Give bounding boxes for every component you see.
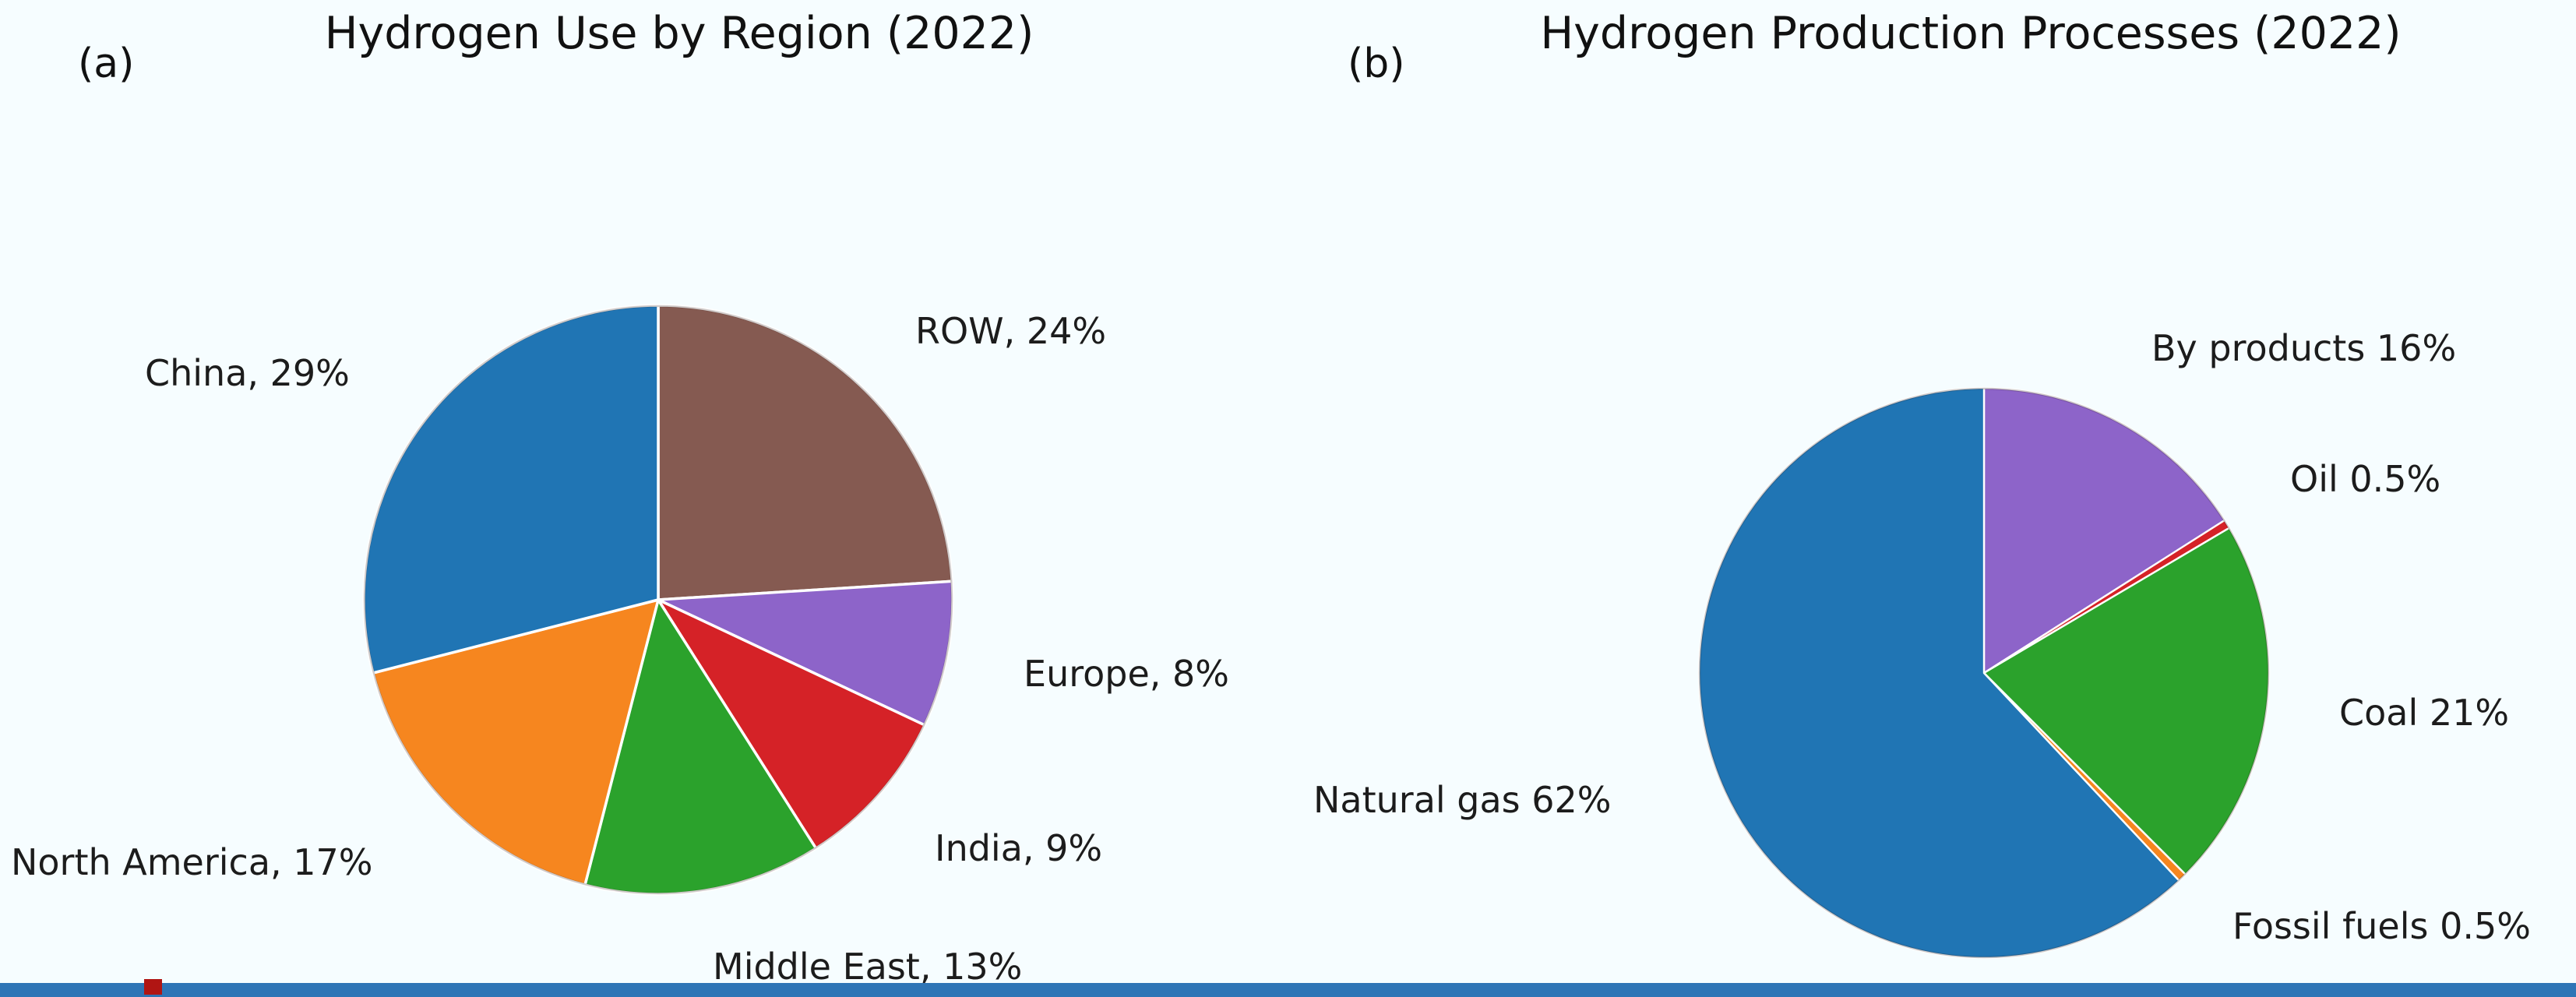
slice-label-oil: Oil 0.5% (2290, 458, 2441, 500)
bottom-blue-strip (0, 983, 2576, 997)
panel-b-title: Hydrogen Production Processes (2022) (1540, 8, 2402, 59)
pie-slice-middle-east (583, 598, 818, 896)
pie-slice-natural-gas (1697, 386, 2180, 960)
slice-label-row: ROW, 24% (915, 310, 1107, 352)
panel-b-tag: (b) (1348, 41, 1405, 87)
slice-label-middle-east: Middle East, 13% (713, 946, 1023, 988)
pie-slice-china (362, 304, 660, 675)
slice-label-europe: Europe, 8% (1024, 653, 1229, 695)
slice-label-china: China, 29% (145, 352, 350, 394)
slice-label-fossil-fuels: Fossil fuels 0.5% (2232, 905, 2531, 947)
pie-slice-coal (1982, 527, 2271, 875)
bottom-red-mark (144, 979, 162, 995)
pie-chart-hydrogen-production-processes (1697, 386, 2271, 960)
slice-label-natural-gas: Natural gas 62% (1313, 779, 1612, 821)
pie-slice-north-america (372, 598, 660, 886)
panel-a-title: Hydrogen Use by Region (2022) (324, 8, 1034, 59)
pie-slice-india (657, 598, 926, 850)
slice-label-north-america: North America, 17% (11, 841, 373, 883)
pie-slice-by-products (1982, 386, 2226, 675)
pie-outer-rim (363, 305, 953, 895)
panel-a-tag: (a) (78, 41, 135, 87)
slice-label-coal: Coal 21% (2339, 692, 2510, 734)
pie-slice-europe (657, 580, 954, 727)
slice-label-by-products: By products 16% (2151, 327, 2457, 369)
pie-slice-row (657, 304, 953, 601)
pie-outer-rim (1698, 387, 2270, 959)
pie-chart-hydrogen-use-by-region (362, 304, 954, 896)
slice-label-india: India, 9% (935, 827, 1103, 869)
